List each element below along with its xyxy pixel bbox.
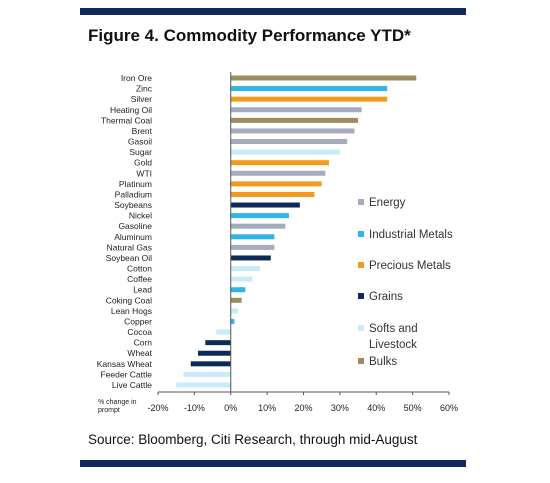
bar: [230, 244, 275, 250]
bar: [230, 202, 300, 208]
source-note: Source: Bloomberg, Citi Research, throug…: [88, 432, 418, 447]
bar: [230, 223, 286, 229]
category-label: Silver: [131, 94, 152, 104]
category-label: Wheat: [127, 348, 152, 358]
x-tick-label: 10%: [258, 403, 276, 413]
category-label: Cotton: [127, 264, 152, 274]
bar: [230, 255, 271, 261]
bar: [230, 96, 388, 102]
bar: [230, 107, 362, 113]
bar: [230, 75, 417, 81]
category-label: Aluminum: [114, 232, 152, 242]
legend-label: Softs and: [369, 323, 418, 335]
x-axis-label-line2: prompt: [98, 407, 120, 414]
category-label: Coffee: [127, 274, 152, 284]
bar: [230, 86, 388, 92]
legend-swatch: [358, 325, 364, 331]
bar: [230, 160, 329, 166]
x-tick-labels: -20% -10% 0% 10% 20% 30% 40% 50% 60%: [147, 392, 458, 413]
legend-label: Grains: [369, 291, 403, 303]
category-label: Copper: [124, 316, 152, 326]
category-label: Zinc: [136, 84, 153, 94]
bar: [230, 128, 355, 134]
bar: [230, 170, 326, 176]
legend-swatch: [358, 262, 364, 268]
x-tick-label: 60%: [440, 403, 458, 413]
bar: [216, 329, 231, 335]
legend-swatch: [358, 358, 364, 364]
category-label: Thermal Coal: [101, 115, 152, 125]
legend: Energy Industrial Metals Precious Metals Gr…: [358, 197, 453, 368]
legend-swatch: [358, 199, 364, 205]
category-label: Corn: [134, 338, 153, 348]
bar: [230, 213, 289, 219]
category-label: Palladium: [115, 189, 152, 199]
legend-label: Bulks: [369, 356, 397, 368]
category-label: Iron Ore: [121, 73, 152, 83]
category-label: Lean Hogs: [111, 306, 152, 316]
bar: [230, 297, 242, 303]
category-label: Nickel: [129, 211, 152, 221]
bottom-rule: [80, 460, 466, 467]
bar: [230, 234, 275, 240]
category-label: Live Cattle: [112, 380, 152, 390]
bar: [230, 139, 348, 145]
x-tick-label: 20%: [294, 403, 312, 413]
bar: [230, 276, 253, 282]
bar: [230, 181, 322, 187]
bar: [176, 382, 231, 388]
category-label: Gasoil: [128, 137, 152, 147]
bar: [198, 350, 231, 356]
chart-title: Figure 4. Commodity Performance YTD*: [88, 26, 411, 45]
bars: [176, 75, 417, 388]
x-tick-label: 30%: [331, 403, 349, 413]
bar: [230, 191, 315, 197]
category-label: Soybeans: [114, 200, 152, 210]
bar: [230, 287, 246, 293]
x-tick-label: 40%: [367, 403, 385, 413]
bar: [230, 117, 359, 123]
legend-label: Industrial Metals: [369, 229, 453, 241]
bar: [205, 340, 231, 346]
category-label: Natural Gas: [107, 242, 152, 252]
legend-label-line2: Livestock: [369, 339, 417, 351]
x-tick-label: 50%: [404, 403, 422, 413]
legend-label: Energy: [369, 197, 406, 209]
legend-swatch: [358, 293, 364, 299]
category-label: Heating Oil: [110, 105, 152, 115]
bar: [190, 361, 231, 367]
category-label: Kansas Wheat: [97, 359, 153, 369]
category-label: Brent: [132, 126, 153, 136]
x-tick-label: -10%: [184, 403, 205, 413]
bar: [183, 371, 231, 377]
top-rule: [80, 8, 466, 15]
x-tick-label: -20%: [147, 403, 168, 413]
bar: [230, 318, 235, 324]
category-label: Sugar: [129, 147, 152, 157]
category-label: Gold: [134, 158, 152, 168]
bar: [230, 308, 239, 314]
category-label: Coking Coal: [106, 295, 152, 305]
category-label: Feeder Cattle: [101, 369, 153, 379]
category-label: Cocoa: [127, 327, 152, 337]
x-tick-label: 0%: [224, 403, 237, 413]
legend-swatch: [358, 231, 364, 237]
category-label: Gasoline: [118, 221, 152, 231]
category-label: Platinum: [119, 179, 152, 189]
bar: [230, 149, 340, 155]
category-label: Soybean Oil: [106, 253, 152, 263]
category-label: WTI: [136, 168, 152, 178]
bar: [230, 266, 260, 272]
category-label: Lead: [133, 285, 152, 295]
x-axis-label-line1: % change in: [98, 399, 137, 406]
legend-label: Precious Metals: [369, 260, 451, 272]
